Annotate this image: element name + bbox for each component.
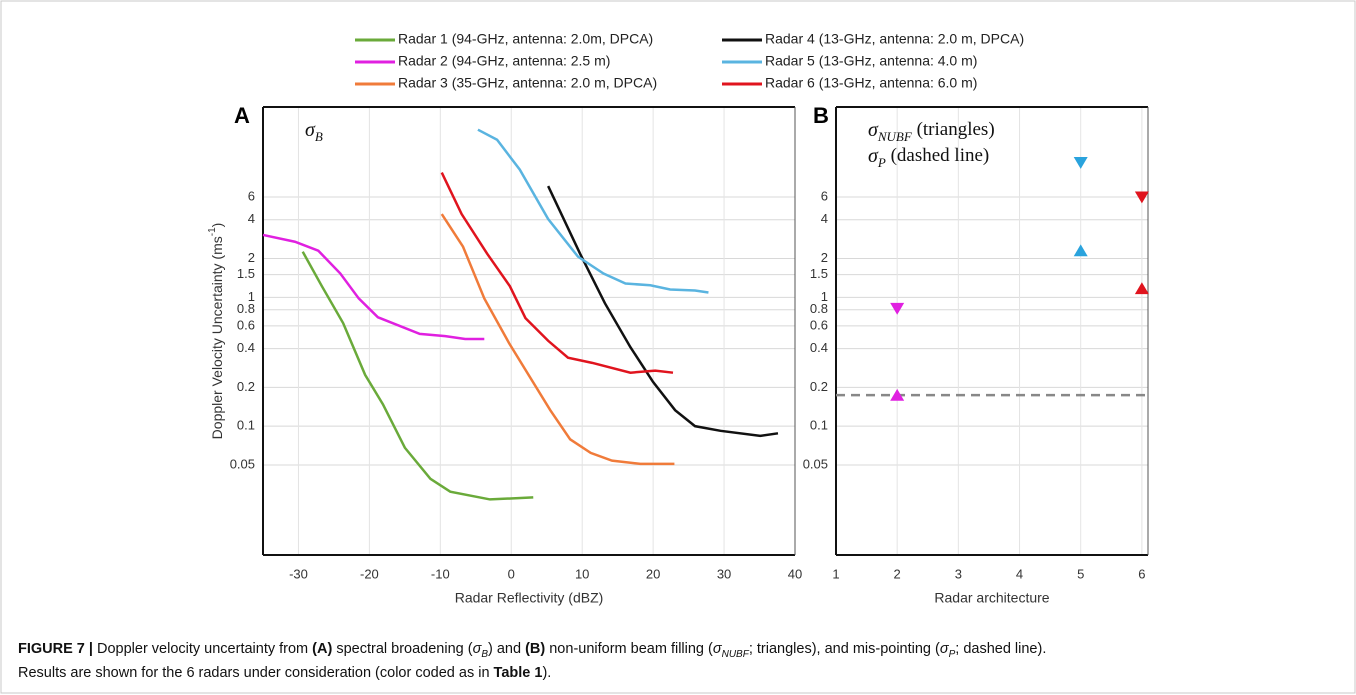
y-tick-label: 6 bbox=[248, 188, 255, 203]
legend-label: Radar 2 (94-GHz, antenna: 2.5 m) bbox=[398, 53, 610, 69]
y-axis-label-part: Doppler Velocity Uncertainty (ms bbox=[209, 236, 225, 439]
caption-run: σ bbox=[713, 641, 723, 657]
caption-run: non-uniform beam filling ( bbox=[545, 641, 713, 657]
y-tick-label: 0.2 bbox=[237, 379, 255, 394]
y-tick-label: 0.8 bbox=[810, 301, 828, 316]
triangle-marker bbox=[1134, 282, 1149, 295]
annotation-subscript: P bbox=[877, 155, 886, 170]
annotation: σNUBF (triangles) bbox=[868, 119, 995, 145]
legend-label: Radar 4 (13-GHz, antenna: 2.0 m, DPCA) bbox=[765, 31, 1024, 47]
y-tick-label: 1.5 bbox=[810, 266, 828, 281]
y-tick-label: 0.1 bbox=[810, 418, 828, 433]
legend-label: Radar 1 (94-GHz, antenna: 2.0m, DPCA) bbox=[398, 31, 653, 47]
plot-area bbox=[263, 107, 795, 555]
series-line bbox=[547, 185, 779, 438]
panel-label: B bbox=[813, 103, 829, 128]
triangle-marker bbox=[890, 388, 905, 401]
caption-run: P bbox=[949, 649, 956, 660]
x-tick-label: 0 bbox=[508, 566, 515, 581]
legend-label: Radar 6 (13-GHz, antenna: 6.0 m) bbox=[765, 75, 977, 91]
y-tick-label: 1.5 bbox=[237, 266, 255, 281]
x-tick-label: 5 bbox=[1077, 566, 1084, 581]
x-tick-label: 10 bbox=[575, 566, 589, 581]
x-tick-label: -30 bbox=[289, 566, 308, 581]
annotation: σB bbox=[305, 119, 323, 145]
y-tick-label: 4 bbox=[821, 211, 828, 226]
panel-label: A bbox=[234, 103, 250, 128]
annotation-text: (dashed line) bbox=[886, 145, 989, 166]
annotation: σP (dashed line) bbox=[868, 145, 989, 171]
x-tick-label: 40 bbox=[788, 566, 802, 581]
caption-run: Doppler velocity uncertainty from bbox=[93, 641, 312, 657]
annotation-text: (triangles) bbox=[912, 119, 995, 140]
annotation-symbol: σ bbox=[868, 145, 879, 167]
y-tick-label: 6 bbox=[821, 188, 828, 203]
caption-run: Table 1 bbox=[494, 665, 543, 681]
y-tick-label: 1 bbox=[821, 289, 828, 304]
x-tick-label: 4 bbox=[1016, 566, 1023, 581]
annotation-subscript: NUBF bbox=[877, 129, 913, 144]
y-tick-label: 0.4 bbox=[810, 340, 828, 355]
y-tick-label: 4 bbox=[248, 211, 255, 226]
legend-label: Radar 3 (35-GHz, antenna: 2.0 m, DPCA) bbox=[398, 75, 657, 91]
triangle-marker bbox=[1134, 191, 1149, 204]
caption-run: ; dashed line). bbox=[955, 641, 1046, 657]
caption-run: σ bbox=[940, 641, 950, 657]
triangle-marker bbox=[1073, 157, 1088, 169]
y-tick-label: 0.05 bbox=[803, 456, 828, 471]
caption-run: B bbox=[481, 649, 488, 660]
y-tick-label: 0.6 bbox=[237, 317, 255, 332]
x-tick-label: -10 bbox=[431, 566, 450, 581]
y-tick-label: 0.4 bbox=[237, 340, 255, 355]
y-tick-label: 0.05 bbox=[230, 456, 255, 471]
triangle-marker bbox=[890, 302, 905, 315]
x-tick-label: 20 bbox=[646, 566, 660, 581]
x-tick-label: 30 bbox=[717, 566, 731, 581]
y-axis-label: Doppler Velocity Uncertainty (ms-1) bbox=[207, 223, 225, 440]
x-tick-label: 3 bbox=[955, 566, 962, 581]
caption-line: Results are shown for the 6 radars under… bbox=[18, 665, 551, 681]
caption-run: ). bbox=[542, 665, 551, 681]
annotation-symbol: σ bbox=[868, 119, 879, 141]
annotation-subscript: B bbox=[315, 129, 323, 144]
y-tick-label: 0.2 bbox=[810, 379, 828, 394]
x-axis-label: Radar Reflectivity (dBZ) bbox=[455, 590, 604, 606]
caption-line: FIGURE 7 | Doppler velocity uncertainty … bbox=[18, 641, 1046, 660]
series-line bbox=[262, 233, 485, 341]
series-line bbox=[477, 128, 709, 294]
y-axis-label-part: ) bbox=[209, 223, 225, 228]
caption-run: σ bbox=[473, 641, 483, 657]
caption-run: spectral broadening ( bbox=[332, 641, 472, 657]
caption-run: NUBF bbox=[722, 649, 750, 660]
caption-run: FIGURE 7 | bbox=[18, 641, 93, 657]
series-line bbox=[440, 171, 674, 374]
triangle-marker bbox=[1073, 244, 1088, 257]
x-tick-label: 2 bbox=[894, 566, 901, 581]
y-tick-label: 0.6 bbox=[810, 317, 828, 332]
y-tick-label: 1 bbox=[248, 289, 255, 304]
caption-run: (B) bbox=[525, 641, 545, 657]
x-axis-label: Radar architecture bbox=[934, 590, 1049, 606]
legend-label: Radar 5 (13-GHz, antenna: 4.0 m) bbox=[765, 53, 977, 69]
caption-run: (A) bbox=[312, 641, 332, 657]
y-tick-label: 2 bbox=[821, 250, 828, 265]
series-line bbox=[440, 213, 675, 466]
caption-run: ) and bbox=[488, 641, 525, 657]
x-tick-label: -20 bbox=[360, 566, 379, 581]
caption-run: Results are shown for the 6 radars under… bbox=[18, 665, 494, 681]
x-tick-label: 1 bbox=[832, 566, 839, 581]
caption-run: ; triangles), and mis-pointing ( bbox=[749, 641, 940, 657]
annotation-symbol: σ bbox=[305, 119, 316, 141]
x-tick-label: 6 bbox=[1138, 566, 1145, 581]
y-tick-label: 2 bbox=[248, 250, 255, 265]
series-line bbox=[301, 251, 534, 501]
y-axis-label-part: -1 bbox=[207, 227, 218, 236]
plot-area bbox=[836, 107, 1148, 555]
y-tick-label: 0.8 bbox=[237, 301, 255, 316]
y-tick-label: 0.1 bbox=[237, 418, 255, 433]
